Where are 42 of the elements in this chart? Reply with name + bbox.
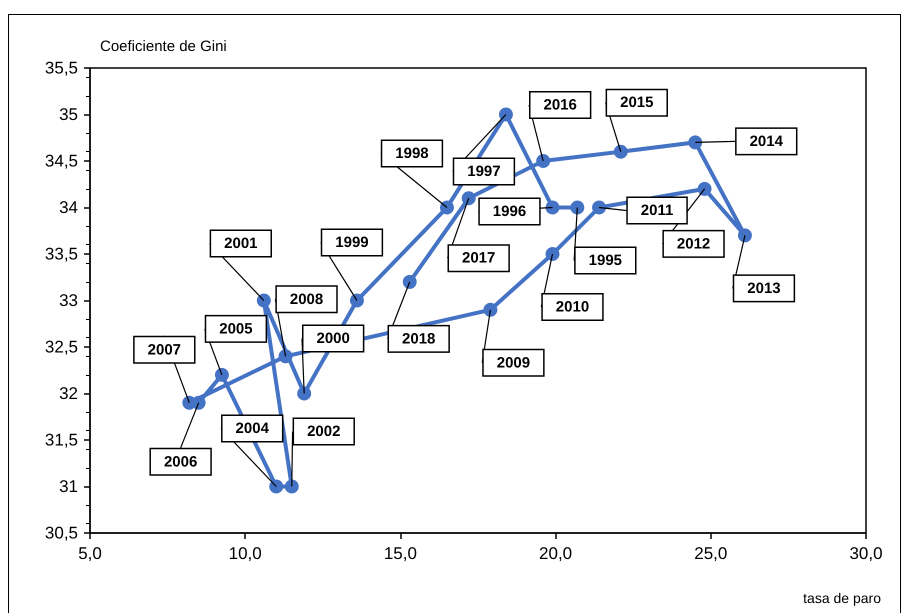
annotation: 2002 xyxy=(307,423,340,440)
annotation: 1995 xyxy=(588,252,622,269)
annotation: 2014 xyxy=(750,132,784,150)
annotation: 2013 xyxy=(747,280,781,297)
annotation: 2018 xyxy=(402,330,436,348)
annotation: 2007 xyxy=(148,341,182,358)
annotation: 2001 xyxy=(224,235,258,252)
annotation: 2008 xyxy=(290,290,324,308)
annotation: 2006 xyxy=(164,453,198,470)
annotation: 2016 xyxy=(543,96,577,114)
annotation: 2004 xyxy=(236,420,270,437)
y-tick-label: 31 xyxy=(59,477,78,496)
y-tick-label: 32 xyxy=(59,384,78,403)
annotation: 2011 xyxy=(640,202,674,219)
y-tick-label: 30,5 xyxy=(44,524,78,542)
x-tick-label: 30,0 xyxy=(849,544,883,563)
annotation: 2009 xyxy=(496,354,530,372)
annotation: 1996 xyxy=(492,203,526,220)
annotation: 2000 xyxy=(316,330,350,347)
annotation: 1998 xyxy=(395,145,429,162)
y-tick-label: 33,5 xyxy=(44,244,78,264)
x-tick-label: 20,0 xyxy=(539,544,572,563)
x-tick-label: 10,0 xyxy=(228,544,262,563)
y-tick-label: 34,5 xyxy=(44,152,78,170)
y-tick-label: 34 xyxy=(59,198,78,217)
annotation: 1999 xyxy=(335,234,369,251)
y-tick-label: 35,5 xyxy=(44,58,78,78)
x-tick-label: 25,0 xyxy=(694,544,728,563)
y-tick-label: 33 xyxy=(59,291,78,310)
y-tick-label: 31,5 xyxy=(44,430,78,450)
annotation: 2017 xyxy=(462,250,496,267)
annotation: 2012 xyxy=(676,235,710,252)
x-axis-title: tasa de paro xyxy=(803,590,882,606)
y-tick-label: 32,5 xyxy=(44,338,78,356)
x-tick-label: 15,0 xyxy=(384,544,417,563)
x-tick-label: 5,0 xyxy=(78,544,102,563)
annotation: 2005 xyxy=(219,320,253,338)
annotation: 2015 xyxy=(620,94,654,112)
y-tick-label: 35 xyxy=(59,105,78,124)
annotation: 2010 xyxy=(556,298,590,316)
y-axis-title: Coeficiente de Gini xyxy=(100,38,227,55)
annotation: 1997 xyxy=(467,163,501,180)
